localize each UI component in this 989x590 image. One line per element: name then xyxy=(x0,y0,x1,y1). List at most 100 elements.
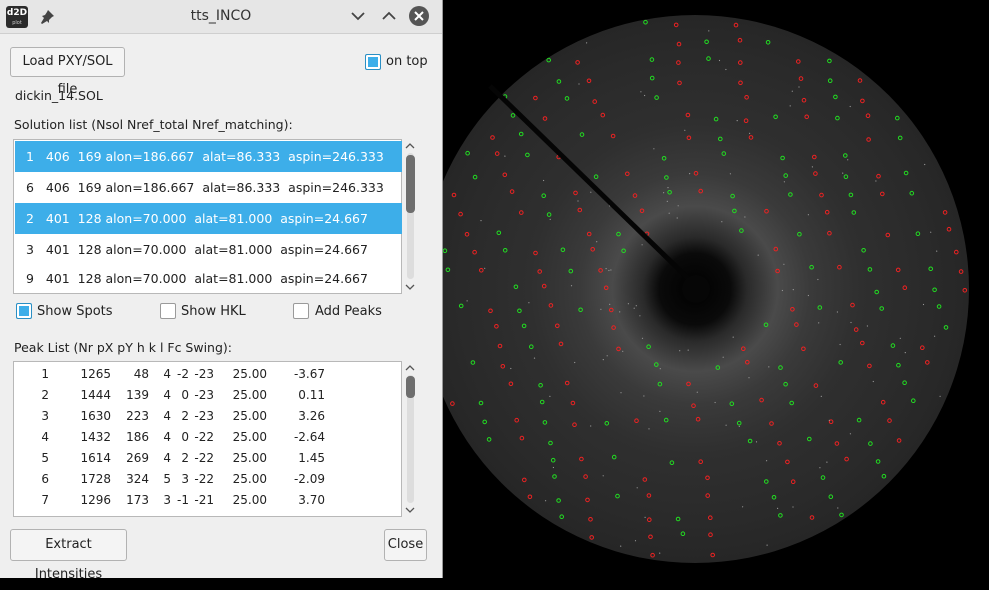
noise-speck xyxy=(659,410,661,412)
peak-cell-px: 1630 xyxy=(80,409,111,423)
observed-spot xyxy=(809,264,814,270)
peak-cell-k: 2 xyxy=(181,451,189,465)
solution-row[interactable]: 6 406 169 alon=186.667 alat=86.333 aspin… xyxy=(26,180,384,195)
show-spots-checkbox[interactable] xyxy=(16,303,32,319)
noise-speck xyxy=(590,191,592,193)
observed-spot xyxy=(568,268,574,274)
solution-row[interactable]: 3 401 128 alon=70.000 alat=81.000 aspin=… xyxy=(26,242,368,257)
scrollbar-thumb[interactable] xyxy=(406,376,415,398)
noise-speck xyxy=(644,94,646,97)
solution-row[interactable]: 1 406 169 alon=186.667 alat=86.333 aspin… xyxy=(15,141,402,172)
calculated-spot xyxy=(777,441,782,446)
noise-speck xyxy=(744,216,746,218)
peak-list[interactable]: 1 1265 48 4 -2 -23 25.00 -3.67 2 1444 139 4 0 -23 25.0… xyxy=(13,361,402,517)
spot-overlay xyxy=(443,19,968,558)
calculated-spot xyxy=(743,118,749,123)
close-icon[interactable] xyxy=(408,5,430,27)
scrollbar-thumb[interactable] xyxy=(406,155,415,213)
calculated-spot xyxy=(866,137,871,142)
peak-cell-swing: 3.26 xyxy=(298,409,325,423)
calculated-spot xyxy=(745,359,750,365)
peak-row[interactable]: 4 1432 186 4 0 -22 25.00 -2.64 xyxy=(15,427,405,448)
calculated-spot xyxy=(611,325,616,330)
noise-speck xyxy=(620,545,622,547)
close-button[interactable]: Close xyxy=(384,529,427,561)
observed-spot xyxy=(897,135,903,141)
solution-row[interactable]: 9 401 128 alon=70.000 alat=81.000 aspin=… xyxy=(26,271,368,286)
laue-diffraction-image[interactable] xyxy=(443,0,989,578)
observed-spot xyxy=(783,173,789,178)
noise-speck xyxy=(635,305,637,307)
observed-spot xyxy=(833,94,838,100)
noise-speck xyxy=(622,350,624,352)
observed-spot xyxy=(657,381,663,387)
observed-spot xyxy=(445,267,451,273)
calculated-spot xyxy=(592,99,597,104)
extract-intensities-button[interactable]: Extract Intensities xyxy=(10,529,127,582)
calculated-spot xyxy=(705,493,711,498)
calculated-spot xyxy=(603,285,609,291)
maximize-icon[interactable] xyxy=(378,5,400,27)
observed-spot xyxy=(838,360,844,365)
scroll-up-icon[interactable] xyxy=(404,141,416,151)
calculated-spot xyxy=(844,456,849,462)
noise-speck xyxy=(641,337,644,339)
scroll-down-icon[interactable] xyxy=(404,505,416,515)
peak-row[interactable]: 2 1444 139 4 0 -23 25.00 0.11 xyxy=(15,385,405,406)
noise-speck xyxy=(549,218,551,220)
observed-spot xyxy=(548,440,553,446)
peak-list-scrollbar[interactable] xyxy=(403,361,417,517)
window-title: tts_INCO xyxy=(190,8,252,24)
noise-speck xyxy=(641,244,643,246)
noise-speck xyxy=(543,179,545,182)
observed-spot xyxy=(736,420,742,426)
noise-speck xyxy=(606,355,608,357)
show-hkl-checkbox[interactable] xyxy=(160,303,176,319)
observed-spot xyxy=(778,513,783,518)
calculated-spot xyxy=(819,192,824,198)
noise-speck xyxy=(666,200,668,202)
pin-icon[interactable] xyxy=(39,9,55,25)
peak-cell-k: 3 xyxy=(181,472,189,486)
calculated-spot xyxy=(598,268,603,273)
noise-speck xyxy=(922,303,925,306)
minimize-icon[interactable] xyxy=(347,5,369,27)
calculated-spot xyxy=(537,269,542,274)
scrollbar-track[interactable] xyxy=(407,375,414,503)
title-bar[interactable]: d2D plot tts_INCO xyxy=(0,0,442,34)
load-pxy-sol-button[interactable]: Load PXY/SOL file xyxy=(10,47,125,97)
solution-list-scrollbar[interactable] xyxy=(403,139,417,294)
peak-cell-l: -23 xyxy=(194,367,214,381)
scroll-down-icon[interactable] xyxy=(404,282,416,292)
noise-speck xyxy=(484,267,486,269)
peak-cell-l: -21 xyxy=(194,493,214,507)
peak-row[interactable]: 3 1630 223 4 2 -23 25.00 3.26 xyxy=(15,406,405,427)
peak-row[interactable]: 6 1728 324 5 3 -22 25.00 -2.09 xyxy=(15,469,405,490)
noise-speck xyxy=(818,322,820,324)
peak-cell-nr: 5 xyxy=(41,451,49,465)
observed-spot xyxy=(646,344,651,350)
observed-spot xyxy=(478,400,484,406)
peak-row[interactable]: 5 1614 269 4 2 -22 25.00 1.45 xyxy=(15,448,405,469)
scrollbar-track[interactable] xyxy=(407,153,414,279)
solution-list[interactable]: 1 406 169 alon=186.667 alat=86.333 aspin… xyxy=(13,139,402,294)
calculated-spot xyxy=(895,267,901,273)
peak-cell-fc: 25.00 xyxy=(232,430,267,444)
add-peaks-checkbox[interactable] xyxy=(293,303,309,319)
scroll-up-icon[interactable] xyxy=(404,363,416,373)
noise-speck xyxy=(627,303,629,305)
peak-cell-k: 0 xyxy=(181,388,189,402)
calculated-spot xyxy=(865,113,871,118)
observed-spot xyxy=(615,493,620,499)
on-top-checkbox[interactable] xyxy=(365,54,381,70)
solution-row[interactable]: 2 401 128 alon=70.000 alat=81.000 aspin=… xyxy=(15,203,402,234)
noise-speck xyxy=(590,425,592,427)
peak-row[interactable]: 7 1296 173 3 -1 -21 25.00 3.70 xyxy=(15,490,405,511)
noise-speck xyxy=(504,155,506,157)
calculated-spot xyxy=(632,193,638,198)
observed-spot xyxy=(713,116,719,122)
peak-row[interactable]: 1 1265 48 4 -2 -23 25.00 -3.67 xyxy=(15,364,405,385)
calculated-spot xyxy=(570,400,576,406)
observed-spot xyxy=(643,19,648,25)
calculated-spot xyxy=(775,268,780,274)
